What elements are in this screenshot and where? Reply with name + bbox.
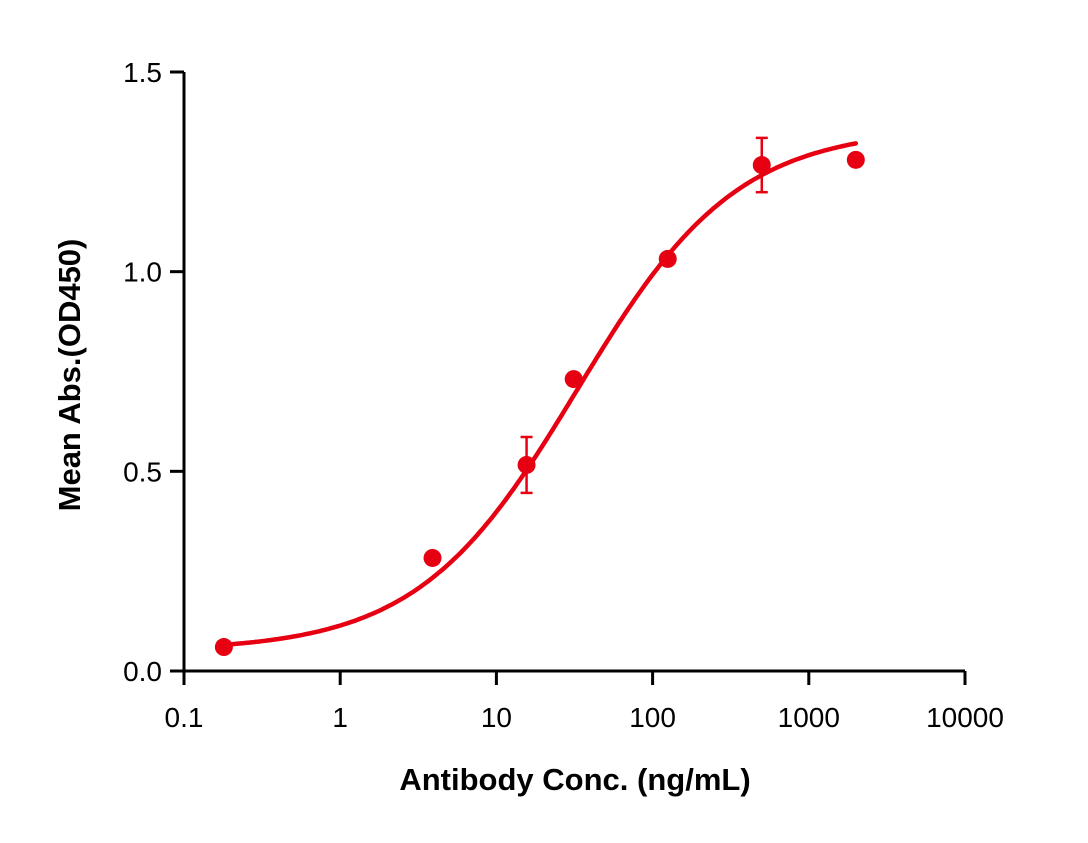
- x-tick-label: 10: [481, 702, 512, 733]
- axes: [170, 70, 967, 685]
- data-point: [846, 150, 865, 169]
- y-tick-label: 1.5: [123, 57, 162, 88]
- data-point: [752, 156, 771, 175]
- y-tick-label: 1.0: [123, 257, 162, 288]
- data-point: [214, 638, 233, 657]
- x-tick-label: 1: [332, 702, 348, 733]
- x-axis-title: Antibody Conc. (ng/mL): [399, 762, 750, 797]
- data-point: [423, 548, 442, 567]
- data-point: [564, 370, 583, 389]
- data-point: [658, 249, 677, 268]
- y-tick-label: 0.0: [123, 656, 162, 687]
- data-point: [517, 455, 536, 474]
- x-tick-label: 1000: [778, 702, 840, 733]
- x-tick-label: 0.1: [165, 702, 204, 733]
- tick-labels: 0.1 1 10 100 1000 10000 0.0 0.5 1.0 1.5: [123, 57, 1004, 733]
- data-points: [214, 136, 865, 657]
- fit-curve: [221, 141, 859, 648]
- y-axis-title: Mean Abs.(OD450): [52, 239, 87, 512]
- y-tick-label: 0.5: [123, 456, 162, 487]
- x-tick-label: 100: [629, 702, 676, 733]
- x-tick-label: 10000: [926, 702, 1004, 733]
